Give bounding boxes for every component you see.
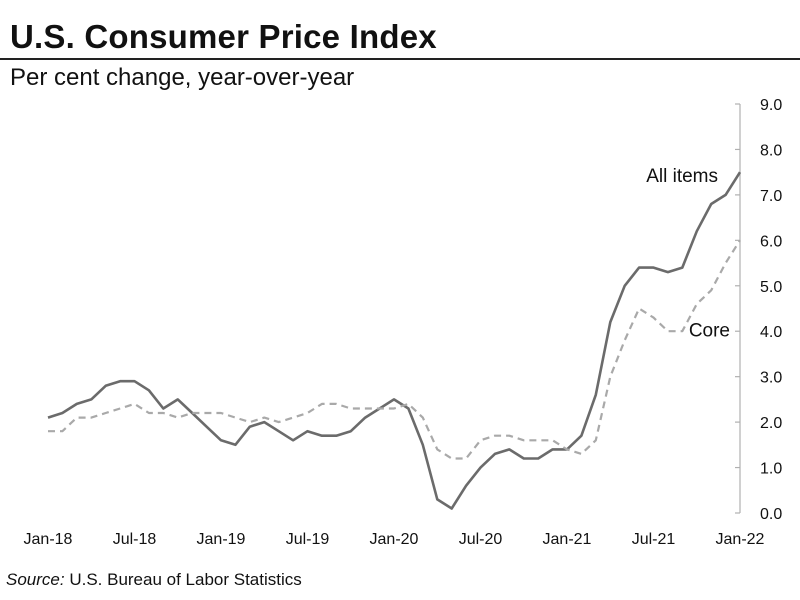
chart-subtitle: Per cent change, year-over-year: [10, 64, 355, 91]
y-tick-label: 4.0: [760, 324, 782, 341]
core-line: [48, 239, 741, 460]
y-tick-label: 6.0: [760, 233, 782, 250]
chart-title: U.S. Consumer Price Index: [10, 18, 437, 55]
y-tick-label: 2.0: [760, 415, 782, 432]
source-label: Source:: [6, 570, 65, 589]
series-lines: [47, 171, 742, 510]
x-tick-label: Jan-18: [24, 531, 73, 548]
y-tick-label: 3.0: [760, 370, 782, 387]
y-tick-label: 1.0: [760, 461, 782, 478]
labels: 0.0 1.0 2.0 3.0 4.0 5.0 6.0 7.0 8.0 9.0 Jan-18 Jul-…: [24, 97, 783, 548]
x-tick-label: Jan-20: [370, 531, 419, 548]
y-tick-label: 9.0: [760, 97, 782, 114]
title-divider: [0, 58, 800, 60]
x-tick-label: Jul-21: [632, 531, 676, 548]
x-tick-label: Jan-19: [197, 531, 246, 548]
x-tick-label: Jul-19: [286, 531, 330, 548]
source-text: U.S. Bureau of Labor Statistics: [64, 570, 302, 589]
x-tick-label: Jan-22: [716, 531, 765, 548]
axes: [735, 103, 741, 514]
y-tick-label: 5.0: [760, 279, 782, 296]
all-items-label: All items: [646, 166, 718, 187]
x-tick-label: Jul-18: [113, 531, 157, 548]
y-tick-label: 8.0: [760, 142, 782, 159]
x-tick-label: Jan-21: [543, 531, 592, 548]
y-tick-label: 0.0: [760, 506, 782, 523]
source-note: Source: U.S. Bureau of Labor Statistics: [6, 570, 302, 590]
all-items-line: [47, 171, 742, 510]
core-label: Core: [689, 320, 730, 341]
x-tick-label: Jul-20: [459, 531, 503, 548]
y-tick-label: 7.0: [760, 188, 782, 205]
